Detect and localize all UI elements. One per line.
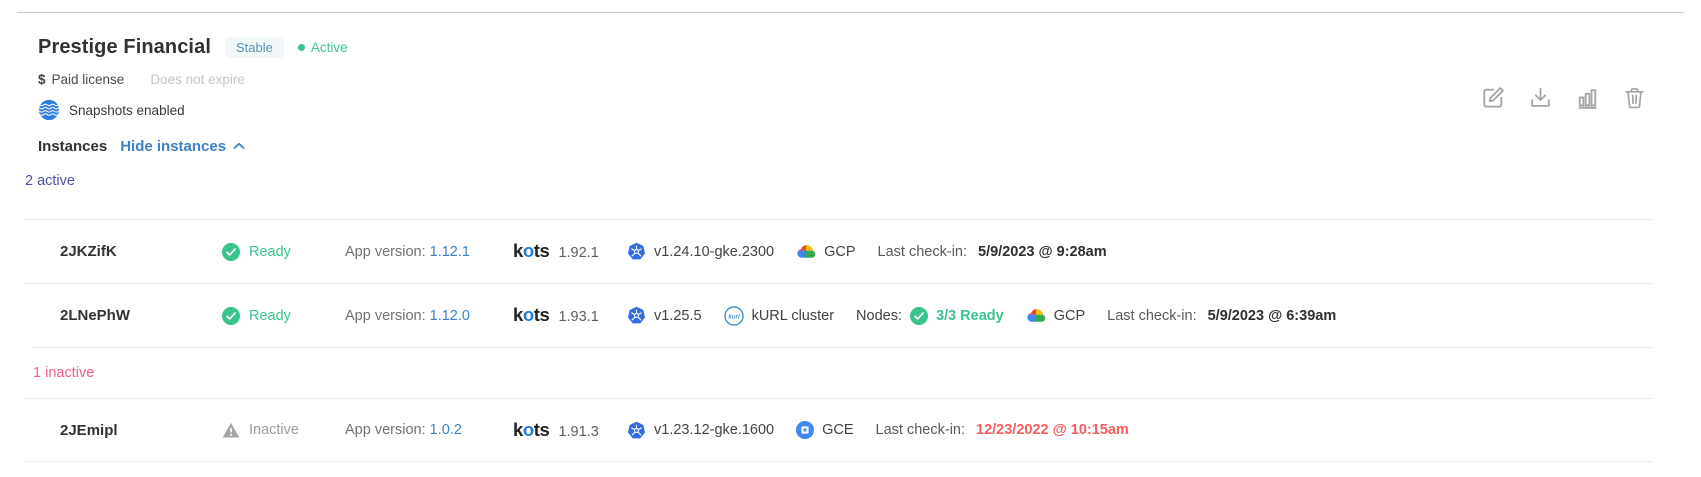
- cluster-type-cell: kurl kURL cluster: [723, 305, 834, 326]
- kubernetes-icon: [627, 421, 646, 438]
- last-checkin-cell: Last check-in: 12/23/2022 @ 10:15am: [875, 422, 1129, 438]
- provider-cell: GCP: [796, 243, 856, 260]
- license-type: $ Paid license: [38, 72, 124, 87]
- kots-version-cell: kots 1.93.1: [513, 304, 599, 325]
- nodes-cell: Nodes: 3/3 Ready: [856, 306, 1004, 325]
- customer-actions-toolbar: [1481, 84, 1648, 111]
- kurl-icon: kurl: [723, 305, 744, 326]
- download-icon: [1531, 87, 1550, 107]
- kots-logo: kots: [513, 240, 550, 261]
- edit-customer-button[interactable]: [1481, 84, 1507, 111]
- instance-row: 2LNePhW Ready App version: 1.12.0 kots 1…: [25, 283, 1652, 347]
- customer-header: Prestige Financial Stable Active $ Paid …: [17, 34, 1684, 156]
- app-version-link[interactable]: 1.12.0: [429, 307, 470, 324]
- instance-row: 2JKZifK Ready App version: 1.12.1 kots 1…: [25, 219, 1652, 283]
- channel-badge: Stable: [224, 36, 284, 58]
- k8s-version-cell: v1.25.5: [627, 306, 702, 325]
- instance-status: Ready: [222, 242, 345, 261]
- gcp-icon: [1027, 309, 1045, 322]
- nodes-check-icon: [910, 306, 928, 325]
- instance-id: 2JEmipl: [60, 421, 118, 439]
- instance-status: Ready: [222, 306, 345, 325]
- customer-analytics-button[interactable]: [1575, 84, 1601, 111]
- inactive-warning-icon: [222, 422, 240, 437]
- app-version-link[interactable]: 1.0.2: [429, 422, 462, 438]
- kots-logo: kots: [513, 418, 550, 440]
- inactive-instances-count: 1 inactive: [33, 347, 1652, 398]
- kots-version-cell: kots 1.92.1: [513, 240, 599, 261]
- ready-check-icon: [222, 242, 240, 261]
- instance-id: 2LNePhW: [60, 307, 131, 324]
- delete-customer-button[interactable]: [1622, 84, 1648, 111]
- hide-instances-toggle[interactable]: Hide instances: [120, 138, 245, 155]
- download-license-button[interactable]: [1528, 84, 1554, 111]
- analytics-icon: [1578, 89, 1597, 109]
- license-expiry: Does not expire: [150, 71, 245, 87]
- dollar-icon: $: [38, 71, 46, 87]
- instances-table: 2JKZifK Ready App version: 1.12.1 kots 1…: [25, 219, 1652, 462]
- k8s-version-cell: v1.24.10-gke.2300: [627, 242, 774, 261]
- nodes-status: 3/3 Ready: [936, 307, 1004, 324]
- snapshots-label: Snapshots enabled: [69, 102, 185, 118]
- last-checkin-cell: Last check-in: 5/9/2023 @ 9:28am: [877, 243, 1107, 260]
- snapshots-icon: [38, 99, 60, 121]
- provider-cell: GCE: [796, 421, 854, 439]
- instance-row: 2JEmipl Inactive App version: 1.0.2 kots…: [25, 398, 1652, 461]
- instances-section-label: Instances: [38, 137, 108, 155]
- gce-icon: [796, 421, 815, 439]
- kots-logo: kots: [513, 304, 550, 325]
- instance-status: Inactive: [222, 422, 345, 439]
- provider-cell: GCP: [1026, 307, 1085, 324]
- last-checkin-cell: Last check-in: 5/9/2023 @ 6:39am: [1107, 307, 1337, 324]
- instance-id: 2JKZifK: [60, 243, 117, 260]
- app-version-link[interactable]: 1.12.1: [429, 243, 470, 260]
- customer-status: Active: [297, 39, 348, 55]
- ready-check-icon: [222, 306, 240, 325]
- kots-version-cell: kots 1.91.3: [513, 418, 599, 440]
- app-version-cell: App version: 1.12.1: [345, 243, 470, 260]
- edit-icon: [1483, 87, 1504, 108]
- svg-text:kurl: kurl: [728, 313, 740, 320]
- app-version-cell: App version: 1.0.2: [345, 422, 462, 438]
- gcp-icon: [797, 245, 816, 258]
- kubernetes-icon: [627, 306, 646, 324]
- app-version-cell: App version: 1.12.0: [345, 307, 470, 324]
- kubernetes-icon: [627, 242, 646, 260]
- k8s-version-cell: v1.23.12-gke.1600: [627, 421, 774, 440]
- customer-status-label: Active: [310, 39, 348, 55]
- customer-name: Prestige Financial: [38, 35, 211, 58]
- license-type-label: Paid license: [51, 71, 125, 87]
- status-dot-icon: [297, 43, 305, 51]
- chevron-up-icon: [233, 142, 245, 149]
- customer-detail-panel: Prestige Financial Stable Active $ Paid …: [17, 12, 1684, 462]
- trash-icon: [1625, 88, 1644, 109]
- active-instances-count: 2 active: [25, 173, 75, 189]
